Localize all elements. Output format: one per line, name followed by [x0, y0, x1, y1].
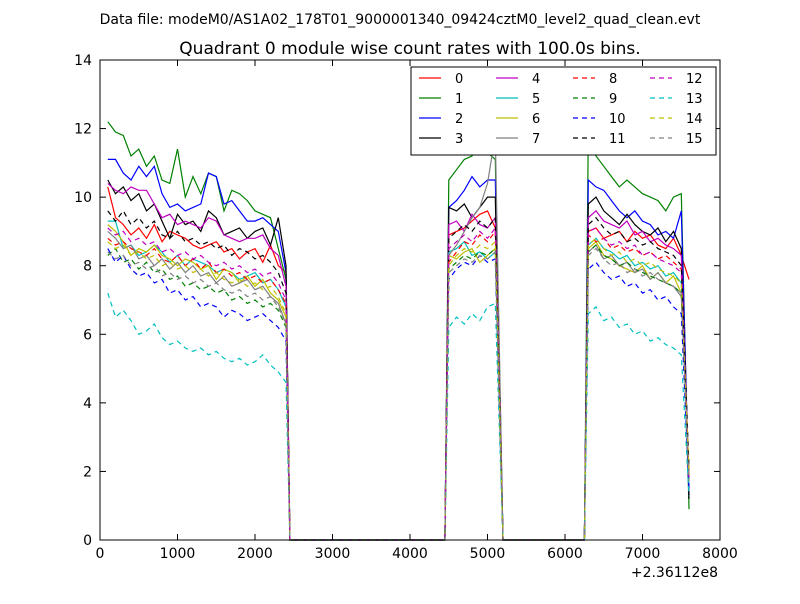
legend-label-13: 13 — [686, 92, 703, 107]
series-line-7 — [107, 135, 690, 541]
y-tick-label: 12 — [74, 122, 92, 138]
series-line-4 — [107, 182, 690, 541]
series-line-1 — [107, 121, 690, 541]
chart-title: Quadrant 0 module wise count rates with … — [179, 39, 640, 59]
series-line-2 — [107, 158, 690, 541]
legend-label-6: 6 — [532, 112, 540, 127]
series-line-9 — [107, 244, 690, 541]
legend-label-0: 0 — [455, 72, 463, 87]
plot-series — [107, 121, 690, 541]
y-tick-label: 8 — [83, 259, 92, 275]
x-tick-label: 3000 — [315, 546, 351, 562]
series-line-3 — [107, 179, 690, 541]
legend-label-4: 4 — [532, 72, 540, 87]
x-axis-offset-label: +2.36112e8 — [631, 565, 718, 581]
y-tick-label: 0 — [83, 533, 92, 549]
x-tick-label: 1000 — [160, 546, 196, 562]
legend-label-2: 2 — [455, 112, 463, 127]
series-line-10 — [107, 248, 690, 541]
series-line-11 — [107, 209, 690, 541]
x-tick-label: 6000 — [547, 546, 583, 562]
series-line-8 — [107, 229, 690, 541]
axis-ticks: 0 1000 2000 3000 4000 5000 6000 7000 80000246810… — [74, 53, 738, 562]
legend-label-8: 8 — [609, 72, 617, 87]
x-tick-label: 0 — [96, 546, 105, 562]
legend-label-10: 10 — [609, 112, 626, 127]
x-tick-label: 8000 — [702, 546, 738, 562]
legend-label-9: 9 — [609, 92, 617, 107]
legend-label-15: 15 — [686, 132, 703, 147]
legend-label-12: 12 — [686, 72, 703, 87]
y-tick-label: 6 — [83, 327, 92, 343]
legend-label-7: 7 — [532, 132, 540, 147]
series-line-13 — [107, 292, 690, 541]
legend-label-1: 1 — [455, 92, 463, 107]
y-tick-label: 14 — [74, 53, 92, 69]
x-tick-label: 4000 — [392, 546, 428, 562]
series-line-15 — [107, 247, 690, 541]
x-tick-label: 5000 — [470, 546, 506, 562]
legend-label-5: 5 — [532, 92, 540, 107]
legend-label-3: 3 — [455, 132, 463, 147]
legend-label-11: 11 — [609, 132, 626, 147]
series-line-14 — [107, 237, 690, 541]
y-tick-label: 4 — [83, 396, 92, 412]
series-line-0 — [107, 186, 690, 541]
legend-box — [410, 66, 717, 156]
legend-label-14: 14 — [686, 112, 703, 127]
series-line-12 — [107, 226, 690, 541]
figure-suptitle: Data file: modeM0/AS1A02_178T01_90000013… — [100, 12, 701, 28]
x-tick-label: 7000 — [625, 546, 661, 562]
y-tick-label: 2 — [83, 464, 92, 480]
y-tick-label: 10 — [74, 190, 92, 206]
x-tick-label: 2000 — [237, 546, 273, 562]
